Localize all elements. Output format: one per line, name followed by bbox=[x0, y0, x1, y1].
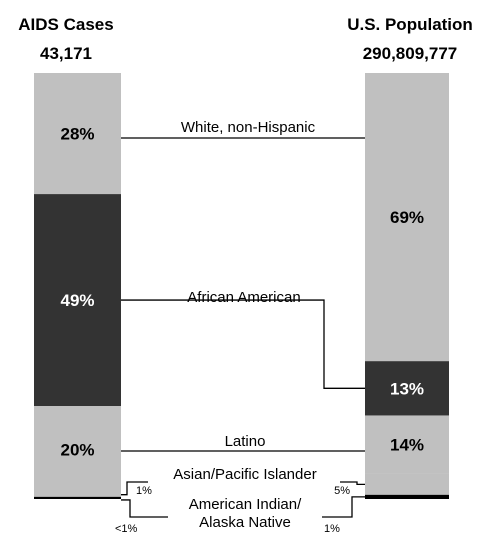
white-label: White, non-Hispanic bbox=[181, 119, 316, 136]
pop-african-american-segment bbox=[365, 361, 449, 416]
asian-right-bracket bbox=[340, 481, 365, 486]
us-population-title: U.S. Population bbox=[347, 15, 473, 34]
aids-cases-title: AIDS Cases bbox=[18, 15, 113, 34]
african-american-label: African American bbox=[187, 289, 300, 306]
african-american-connector-line bbox=[121, 299, 365, 389]
aids-african-american-pct: 49% bbox=[60, 291, 94, 310]
pop-latino-pct: 14% bbox=[390, 436, 424, 455]
aids-american-indian-segment bbox=[34, 496, 121, 499]
aids-asian-pct: 1% bbox=[136, 485, 152, 497]
aids-cases-total: 43,171 bbox=[40, 44, 92, 63]
american-indian-label-line1: American Indian/ bbox=[189, 496, 302, 513]
pop-latino-segment bbox=[365, 415, 449, 474]
pop-white-segment bbox=[365, 73, 449, 362]
aids-african-american-segment bbox=[34, 194, 121, 407]
pop-african-american-pct: 13% bbox=[390, 379, 424, 398]
american-indian-left-bracket bbox=[121, 499, 168, 518]
aids-white-segment bbox=[34, 73, 121, 195]
pop-american-indian-segment bbox=[365, 494, 449, 499]
aids-latino-pct: 20% bbox=[60, 440, 94, 459]
pop-white-pct: 69% bbox=[390, 208, 424, 227]
latino-label: Latino bbox=[225, 433, 266, 450]
asian-label: Asian/Pacific Islander bbox=[173, 466, 316, 483]
pop-asian-segment bbox=[365, 473, 449, 495]
american-indian-label-line2: Alaska Native bbox=[199, 514, 291, 531]
aids-asian-segment bbox=[34, 492, 121, 497]
asian-left-bracket bbox=[121, 481, 148, 496]
aids-latino-segment bbox=[34, 406, 121, 493]
pop-american-indian-pct: 1% bbox=[324, 523, 340, 534]
american-indian-right-bracket bbox=[322, 496, 365, 518]
us-population-total: 290,809,777 bbox=[363, 44, 458, 63]
aids-american-indian-pct: <1% bbox=[115, 523, 138, 534]
pop-asian-pct: 5% bbox=[334, 485, 350, 497]
aids-white-pct: 28% bbox=[60, 125, 94, 144]
